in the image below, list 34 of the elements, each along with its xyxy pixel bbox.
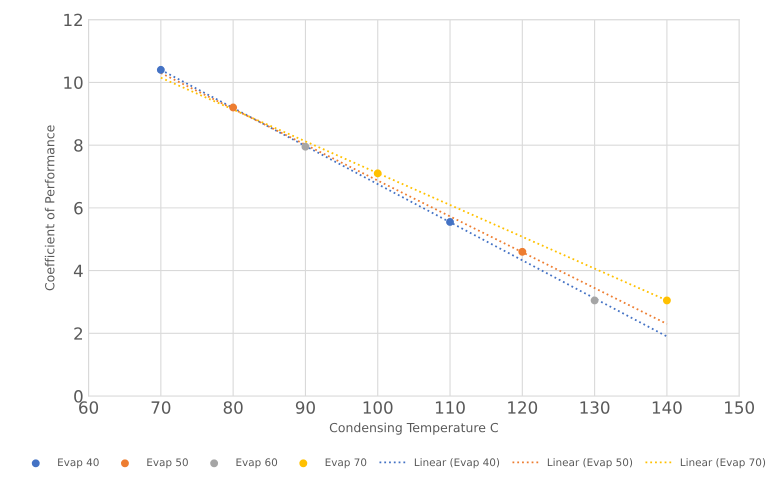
x-tick-label: 70	[152, 401, 170, 414]
x-tick-label: 150	[725, 401, 754, 414]
x-tick-label: 120	[508, 401, 538, 414]
point	[590, 296, 599, 304]
x-tick-label: 140	[652, 401, 682, 414]
legend-label: Evap 40	[58, 458, 99, 468]
x-axis-title: Condensing Temperature C	[330, 422, 498, 435]
legend-label: Evap 70	[326, 458, 366, 468]
y-tick-label: 8	[74, 139, 83, 152]
point	[518, 248, 526, 256]
y-tick-label: 0	[74, 390, 83, 403]
legend-label: Evap 50	[147, 458, 188, 468]
y-axis-title: Coefficient of Performance	[44, 125, 55, 290]
x-tick-label: 130	[580, 401, 610, 414]
point	[662, 296, 671, 304]
point	[374, 169, 382, 178]
y-tick-label: 6	[74, 202, 83, 214]
x-tick-label: 100	[364, 401, 393, 414]
y-tick-label: 4	[74, 264, 83, 277]
legend-label: Evap 60	[236, 458, 278, 468]
y-tick-label: 12	[64, 14, 82, 26]
legend-label: Linear (Evap 40)	[414, 458, 500, 468]
legend-label: Linear (Evap 50)	[548, 458, 632, 468]
x-tick-label: 80	[224, 401, 243, 414]
point	[446, 218, 454, 226]
legend-label: Linear (Evap 70)	[680, 458, 766, 468]
point	[229, 104, 238, 112]
x-tick-label: 60	[79, 401, 98, 414]
point	[301, 142, 310, 151]
x-tick-label: 110	[436, 401, 465, 414]
x-tick-label: 90	[296, 401, 315, 414]
point	[156, 66, 165, 74]
y-tick-label: 2	[74, 327, 82, 340]
y-tick-label: 10	[64, 76, 83, 89]
